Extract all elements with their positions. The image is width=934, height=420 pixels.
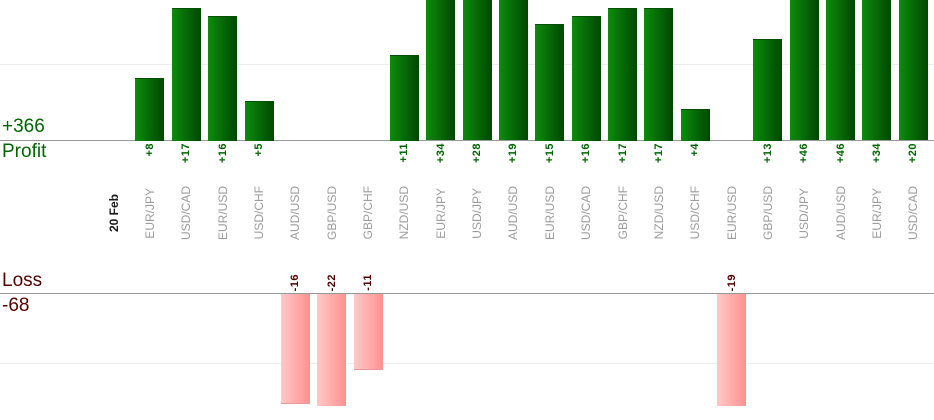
- loss-bar: [317, 294, 346, 406]
- profit-value-text: +17: [180, 143, 192, 164]
- category-label: GBP/USD: [314, 183, 350, 243]
- category-label-text: AUD/USD: [834, 185, 848, 240]
- category-label-text: USD/CAD: [906, 185, 920, 240]
- category-label: USD/CAD: [895, 183, 931, 243]
- profit-value-text: +46: [835, 143, 847, 164]
- profit-bar: [135, 78, 164, 141]
- loss-value-text: -19: [726, 273, 738, 291]
- category-label-text: USD/CAD: [179, 185, 193, 240]
- profit-value-text: +11: [398, 143, 410, 163]
- profit-value-text: +34: [871, 143, 883, 164]
- category-label: USD/CHF: [241, 183, 277, 243]
- profit-value-text: +16: [580, 143, 592, 164]
- category-label: GBP/CHF: [350, 183, 386, 243]
- profit-total-label: +366: [2, 116, 45, 137]
- date-label: 20 Feb: [96, 183, 132, 243]
- category-label-text: USD/JPY: [797, 187, 811, 239]
- loss-total-label: -68: [2, 295, 30, 316]
- category-label-text: NZD/USD: [652, 186, 666, 240]
- category-label: GBP/USD: [750, 183, 786, 243]
- profit-bar: [753, 39, 782, 141]
- category-label-text: GBP/USD: [761, 185, 775, 240]
- category-label: EUR/JPY: [423, 183, 459, 243]
- category-label-text: USD/JPY: [470, 187, 484, 239]
- category-label-text: USD/CHF: [688, 186, 702, 240]
- profit-value-text: +5: [253, 143, 265, 157]
- profit-value-text: +20: [907, 143, 919, 164]
- profit-bar: [681, 109, 710, 141]
- category-label-text: EUR/JPY: [870, 187, 884, 239]
- profit-bar: [535, 24, 564, 141]
- profit-bar: [608, 8, 637, 141]
- profit-value-text: +17: [617, 143, 629, 164]
- category-label: NZD/USD: [386, 183, 422, 243]
- category-label: EUR/USD: [205, 183, 241, 243]
- category-label-text: EUR/USD: [725, 185, 739, 240]
- loss-value-text: -22: [326, 273, 338, 291]
- profit-bar: [390, 55, 419, 141]
- category-label-text: EUR/JPY: [434, 187, 448, 239]
- profit-bar: [899, 0, 928, 140]
- category-label-text: AUD/USD: [506, 185, 520, 240]
- profit-value-text: +19: [507, 143, 519, 164]
- loss-value-text: -16: [289, 273, 301, 291]
- profit-bar: [790, 0, 819, 140]
- loss-bar: [281, 294, 310, 404]
- profit-value-text: +4: [689, 143, 701, 157]
- category-label: AUD/USD: [495, 183, 531, 243]
- category-label-text: EUR/USD: [543, 185, 557, 240]
- profit-value-text: +13: [762, 143, 774, 164]
- category-label-text: 20 Feb: [107, 193, 121, 232]
- category-label: EUR/USD: [714, 183, 750, 243]
- profit-bar: [463, 0, 492, 140]
- category-label: EUR/JPY: [859, 183, 895, 243]
- profit-caption: Profit: [2, 141, 47, 162]
- category-label: USD/JPY: [786, 183, 822, 243]
- loss-value-text: -11: [362, 274, 374, 291]
- loss-bar: [717, 294, 746, 406]
- category-label-text: USD/CHF: [252, 186, 266, 240]
- category-label: EUR/JPY: [132, 183, 168, 243]
- category-label-text: GBP/CHF: [616, 186, 630, 240]
- profit-bar: [826, 0, 855, 140]
- category-label: GBP/CHF: [605, 183, 641, 243]
- profit-value-text: +34: [435, 143, 447, 164]
- category-label-text: AUD/USD: [288, 185, 302, 240]
- profit-value-text: +15: [544, 143, 556, 164]
- profit-value-text: +8: [144, 143, 156, 157]
- category-label-text: EUR/USD: [216, 185, 230, 240]
- profit-bar: [172, 8, 201, 141]
- category-label: EUR/USD: [532, 183, 568, 243]
- category-label: AUD/USD: [277, 183, 313, 243]
- category-label: USD/CAD: [568, 183, 604, 243]
- profit-value-text: +16: [217, 143, 229, 164]
- profit-value-text: +17: [653, 143, 665, 164]
- category-label: USD/CAD: [168, 183, 204, 243]
- category-label: NZD/USD: [641, 183, 677, 243]
- profit-value-text: +46: [798, 143, 810, 164]
- category-label-text: NZD/USD: [397, 186, 411, 240]
- loss-caption: Loss: [2, 270, 43, 291]
- category-label-text: GBP/USD: [325, 185, 339, 240]
- loss-bar: [354, 294, 383, 370]
- profit-bar: [426, 0, 455, 140]
- category-label: USD/JPY: [459, 183, 495, 243]
- category-label: AUD/USD: [823, 183, 859, 243]
- profit-bar: [572, 16, 601, 141]
- profit-bar: [245, 101, 274, 141]
- loss-axis-line: [0, 293, 934, 294]
- profit-bar: [644, 8, 673, 141]
- profit-bar: [208, 16, 237, 141]
- profit-value-text: +28: [471, 143, 483, 164]
- loss-gridline: [0, 363, 934, 364]
- category-label: USD/CHF: [677, 183, 713, 243]
- profit-axis-line: [0, 140, 934, 141]
- profit-bar: [862, 0, 891, 140]
- category-label-text: USD/CAD: [579, 185, 593, 240]
- category-label-text: GBP/CHF: [361, 186, 375, 240]
- category-label-text: EUR/JPY: [143, 187, 157, 239]
- profit-bar: [499, 0, 528, 140]
